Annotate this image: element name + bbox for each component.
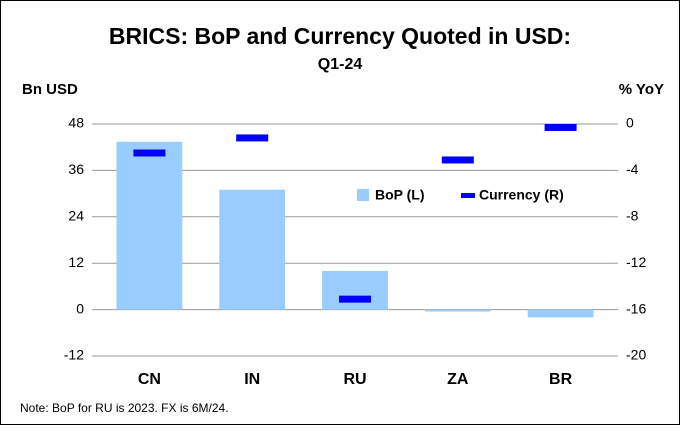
bar — [424, 309, 491, 312]
x-tick-label: BR — [549, 371, 573, 388]
y-tick-label: 48 — [68, 115, 84, 131]
y2-tick-label: 0 — [626, 115, 634, 131]
y-tick-label: -12 — [64, 347, 84, 363]
legend-label: Currency (R) — [479, 187, 564, 203]
y2-tick-label: -4 — [626, 161, 639, 177]
y-tick-label: 24 — [68, 208, 84, 224]
y2-tick-label: -20 — [626, 347, 646, 363]
currency-marker — [544, 123, 577, 131]
y2-axis-label: % YoY — [619, 81, 664, 98]
y-axis-label: Bn USD — [22, 81, 78, 98]
currency-marker — [441, 156, 474, 164]
bar — [322, 270, 388, 310]
note: Note: BoP for RU is 2023. FX is 6M/24. — [20, 401, 229, 415]
legend-label: BoP (L) — [375, 187, 425, 203]
x-tick-label: IN — [244, 371, 260, 388]
y-tick-label: 36 — [68, 161, 84, 177]
chart-subtitle: Q1-24 — [318, 56, 363, 73]
y-tick-label: 12 — [68, 254, 84, 270]
legend-swatch — [461, 193, 475, 198]
bar — [527, 309, 594, 318]
bar — [219, 189, 286, 310]
y2-tick-label: -16 — [626, 300, 646, 316]
legend-swatch — [357, 189, 369, 201]
chart-title: BRICS: BoP and Currency Quoted in USD: — [109, 23, 571, 49]
currency-marker — [133, 149, 166, 157]
currency-marker — [339, 295, 371, 303]
y2-tick-label: -8 — [626, 208, 639, 224]
y-tick-label: 0 — [76, 300, 84, 316]
x-tick-label: CN — [138, 371, 161, 388]
currency-marker — [236, 134, 269, 142]
bar — [116, 141, 183, 310]
x-tick-label: ZA — [447, 371, 469, 388]
y2-tick-label: -12 — [626, 254, 646, 270]
x-tick-label: RU — [343, 371, 366, 388]
